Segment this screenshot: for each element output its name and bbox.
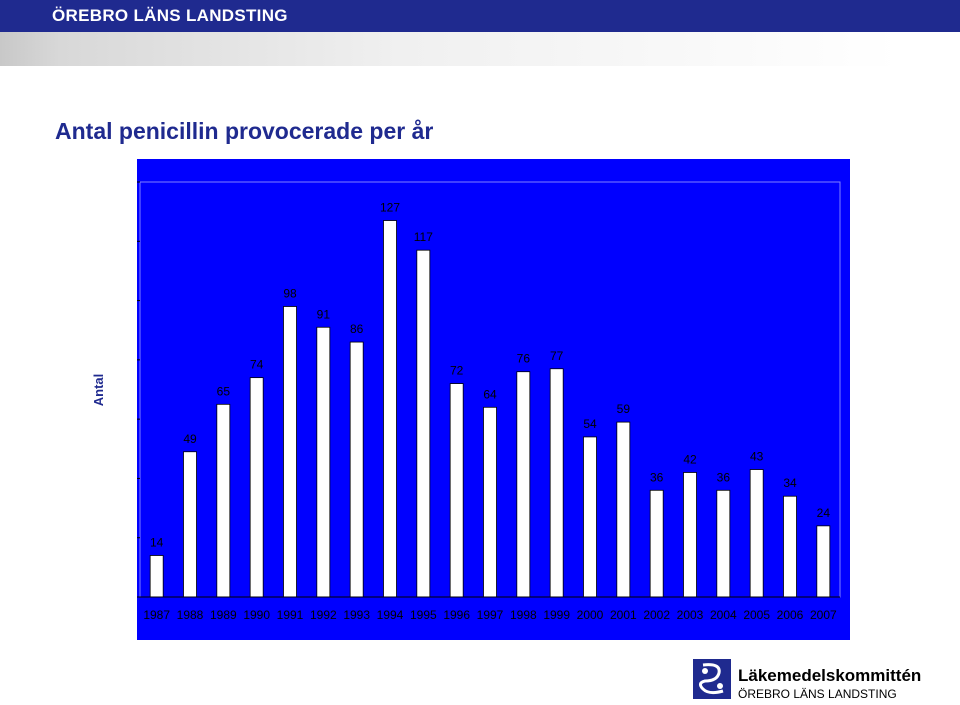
x-tick-label: 2005	[743, 608, 770, 622]
x-tick-label: 2006	[777, 608, 804, 622]
x-tick-label: 2007	[810, 608, 837, 622]
data-label: 117	[414, 230, 433, 244]
data-label: 64	[483, 387, 497, 401]
data-label: 36	[650, 470, 664, 484]
chart-title: Antal penicillin provocerade per år	[55, 118, 434, 144]
x-tick-label: 1996	[443, 608, 470, 622]
bar-chart: 0204060801001201401419874919886519897419…	[137, 181, 841, 622]
bar	[716, 489, 731, 598]
data-label: 77	[550, 349, 564, 363]
bar	[749, 469, 764, 598]
data-label: 42	[683, 453, 697, 467]
bar	[649, 489, 664, 598]
bar	[316, 326, 331, 598]
data-label: 54	[583, 417, 597, 431]
bar	[249, 377, 264, 598]
x-tick-label: 1994	[377, 608, 404, 622]
header-org-name: ÖREBRO LÄNS LANDSTING	[52, 6, 288, 25]
x-tick-label: 1991	[277, 608, 304, 622]
bar	[449, 383, 464, 598]
data-label: 36	[717, 470, 731, 484]
x-tick-label: 2002	[643, 608, 670, 622]
y-axis-label-container: Antal	[91, 374, 106, 407]
bar	[516, 371, 531, 598]
data-label: 72	[450, 364, 464, 378]
data-label: 98	[283, 287, 297, 301]
bar	[616, 421, 631, 598]
bar	[549, 368, 564, 598]
x-tick-label: 1993	[343, 608, 370, 622]
header-bar: ÖREBRO LÄNS LANDSTING	[0, 0, 960, 32]
x-tick-label: 1989	[210, 608, 237, 622]
data-label: 43	[750, 450, 764, 464]
x-tick-label: 2004	[710, 608, 737, 622]
bar	[349, 341, 364, 598]
data-label: 74	[250, 358, 264, 372]
data-label: 91	[317, 307, 331, 321]
header-subbar	[0, 32, 960, 66]
bar	[583, 436, 597, 598]
data-label: 127	[380, 201, 400, 215]
data-label: 14	[150, 536, 164, 550]
bar	[149, 555, 164, 598]
data-label: 34	[783, 476, 797, 490]
x-tick-label: 2000	[577, 608, 604, 622]
x-tick-label: 1987	[143, 608, 170, 622]
x-tick-label: 1990	[243, 608, 270, 622]
bar	[783, 495, 797, 598]
x-tick-label: 1992	[310, 608, 337, 622]
x-tick-label: 2001	[610, 608, 637, 622]
bar	[383, 220, 397, 598]
x-tick-label: 1995	[410, 608, 437, 622]
x-tick-label: 1998	[510, 608, 537, 622]
bar	[216, 403, 231, 598]
bar	[416, 249, 431, 598]
landsting-logo-icon	[693, 659, 731, 699]
data-label: 65	[217, 384, 231, 398]
footer-org-name: ÖREBRO LÄNS LANDSTING	[738, 687, 897, 701]
bar	[183, 451, 197, 598]
x-tick-label: 1999	[543, 608, 570, 622]
data-label: 59	[617, 402, 631, 416]
chart-area: 0204060801001201401419874919886519897419…	[137, 159, 850, 640]
bar	[816, 525, 831, 598]
data-label: 76	[517, 352, 531, 366]
bar	[283, 306, 297, 598]
x-tick-label: 1988	[177, 608, 204, 622]
x-tick-label: 1997	[477, 608, 504, 622]
bar	[483, 406, 497, 598]
data-label: 24	[817, 506, 831, 520]
data-label: 86	[350, 322, 364, 336]
bar	[683, 472, 697, 598]
x-tick-label: 2003	[677, 608, 704, 622]
y-axis-label: Antal	[91, 374, 106, 407]
data-label: 49	[183, 432, 197, 446]
footer-committee-name: Läkemedelskommittén	[738, 666, 922, 685]
